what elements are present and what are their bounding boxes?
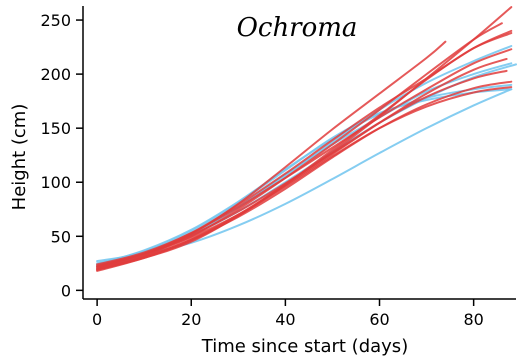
red-growth-curve bbox=[96, 40, 447, 270]
chart-title: Ochroma bbox=[237, 13, 358, 43]
red-growth-curve bbox=[96, 86, 513, 268]
y-tick-label: 200 bbox=[40, 65, 71, 84]
series-layer bbox=[96, 6, 517, 272]
x-tick-label: 60 bbox=[369, 310, 389, 329]
x-ticks: 0 20 40 60 80 bbox=[92, 299, 484, 329]
x-axis-label: Time since start (days) bbox=[201, 336, 408, 357]
red-growth-curve bbox=[96, 29, 513, 268]
x-tick-label: 20 bbox=[181, 310, 201, 329]
y-tick-label: 250 bbox=[40, 11, 71, 30]
y-axis-label: Height (cm) bbox=[9, 104, 30, 211]
axes-layer bbox=[82, 6, 516, 300]
x-tick-label: 80 bbox=[463, 310, 483, 329]
red-growth-curve bbox=[96, 22, 503, 267]
y-tick-label: 50 bbox=[51, 227, 71, 246]
x-tick-label: 0 bbox=[92, 310, 102, 329]
y-ticks: 0 50 100 150 200 250 bbox=[40, 11, 83, 300]
red-growth-curve bbox=[96, 80, 513, 271]
red-growth-curve bbox=[96, 48, 513, 266]
blue-growth-curve bbox=[96, 83, 513, 266]
y-tick-label: 0 bbox=[61, 281, 71, 300]
red-growth-curve bbox=[96, 6, 513, 271]
y-tick-label: 100 bbox=[40, 173, 71, 192]
y-tick-label: 150 bbox=[40, 119, 71, 138]
x-tick-label: 40 bbox=[275, 310, 295, 329]
